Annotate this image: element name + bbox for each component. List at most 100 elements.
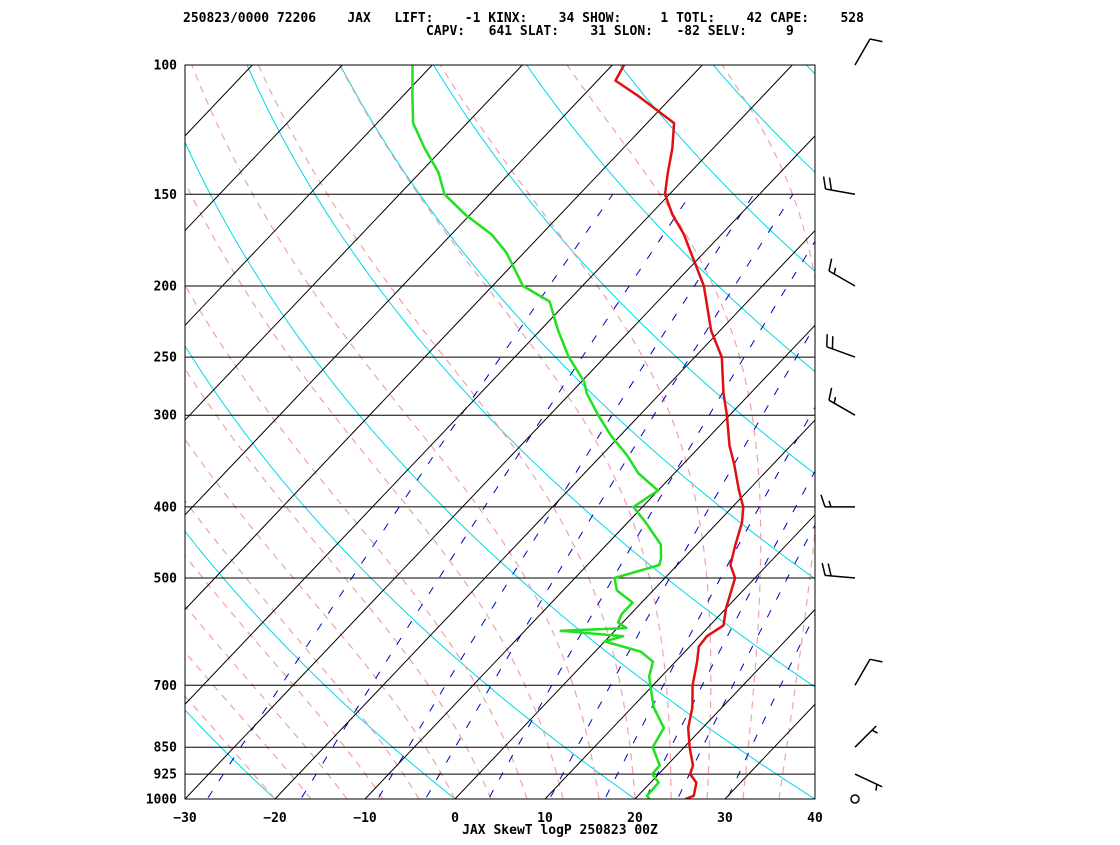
moist-adiabat (15, 65, 455, 799)
moist-adiabat (0, 65, 383, 799)
pressure-tick-label: 925 (154, 768, 177, 783)
isotherm (635, 65, 1120, 799)
moist-adiabat (722, 65, 823, 799)
dry-adiabat (424, 49, 1120, 815)
mixing-ratio-line (720, 194, 1036, 814)
dry-adiabat (975, 49, 1120, 815)
wind-barb (855, 774, 882, 791)
pressure-tick-label: 400 (154, 500, 178, 515)
isotherm (0, 65, 612, 799)
temperature-tick-label: 40 (807, 811, 823, 826)
barb-feather (822, 563, 825, 575)
isotherm (365, 65, 1062, 799)
barb-feather (829, 259, 832, 271)
temperature-tick-label: −30 (173, 811, 197, 826)
background-grid (0, 49, 1120, 815)
barb-feather (828, 564, 831, 576)
dry-adiabat (148, 49, 840, 815)
pressure-tick-label: 150 (154, 188, 178, 203)
barb-feather (870, 39, 882, 42)
dry-adiabat (883, 49, 1120, 815)
barb-feather (870, 659, 882, 662)
temperature-tick-label: 0 (451, 811, 459, 826)
barb-feather (834, 268, 835, 274)
dewpoint-profile-line (412, 65, 664, 799)
wind-barb (855, 39, 882, 65)
wind-barb (855, 659, 882, 685)
dry-adiabat (791, 49, 1120, 815)
isotherm (275, 65, 972, 799)
isotherm (0, 65, 162, 799)
mixing-ratio-line (197, 194, 613, 814)
barb-staff (855, 39, 870, 65)
barb-feather (872, 730, 878, 733)
barb-staff (827, 347, 855, 357)
dry-adiabat (0, 49, 475, 815)
dry-adiabat (516, 49, 1120, 815)
barb-feather (829, 501, 831, 507)
moist-adiabat (340, 65, 671, 799)
barb-feather (824, 177, 826, 190)
dry-adiabat (240, 49, 1022, 815)
barb-staff (855, 774, 882, 787)
wind-barb (829, 388, 855, 415)
mixing-ratio-line (597, 194, 939, 814)
barb-staff (855, 659, 870, 685)
pressure-tick-label: 850 (154, 741, 178, 756)
temperature-tick-label: −10 (353, 811, 377, 826)
isotherm (725, 65, 1120, 799)
wind-barb (821, 495, 855, 507)
wind-barbs (821, 39, 882, 803)
pressure-tick-label: 1000 (146, 793, 177, 808)
pressure-tick-label: 500 (154, 572, 178, 587)
temperature-tick-label: 30 (717, 811, 733, 826)
sounding-profiles (412, 65, 743, 799)
mixing-ratio-line (417, 194, 793, 814)
dry-adiabat (0, 49, 110, 815)
calm-wind-circle (851, 795, 859, 803)
dry-adiabat (56, 49, 657, 815)
mixing-ratio-line (369, 194, 754, 814)
wind-barb (829, 259, 855, 286)
wind-barb (824, 177, 855, 195)
pressure-tick-label: 100 (154, 59, 178, 74)
header-line-2: CAPV: 641 SLAT: 31 SLON: -82 SELV: 9 (426, 24, 794, 39)
pressure-tick-label: 700 (154, 679, 178, 694)
isotherm (185, 65, 882, 799)
barb-staff (826, 189, 856, 194)
dry-adiabat (607, 49, 1120, 815)
isotherm (455, 65, 1120, 799)
chart-footer-title: JAX SkewT logP 250823 00Z (462, 823, 658, 838)
temperature-tick-label: −20 (263, 811, 287, 826)
pressure-tick-label: 300 (154, 409, 178, 424)
isotherm (815, 65, 1120, 799)
moist-adiabat (567, 65, 761, 799)
isotherm (0, 65, 72, 799)
barb-staff (825, 575, 855, 578)
wind-barb (822, 563, 855, 578)
isotherm (5, 65, 702, 799)
barb-feather (876, 784, 877, 790)
mixing-ratio-line (638, 194, 971, 814)
moist-adiabat (0, 65, 419, 799)
moist-adiabat (0, 65, 275, 799)
isobar-lines (185, 65, 815, 799)
barb-feather (830, 178, 832, 191)
barb-staff (829, 400, 855, 415)
isotherm (545, 65, 1120, 799)
barb-feather (821, 495, 825, 507)
barb-feather (829, 388, 832, 400)
wind-barb (827, 334, 855, 357)
barb-staff (855, 726, 876, 747)
plot-frame (185, 65, 815, 799)
moist-adiabat (258, 65, 635, 799)
moist-adiabat (50, 65, 491, 799)
wind-barb (855, 726, 878, 747)
moist-adiabat (192, 65, 599, 799)
wind-barb (851, 795, 859, 803)
barb-feather (834, 397, 835, 403)
moist-adiabat (440, 65, 711, 799)
